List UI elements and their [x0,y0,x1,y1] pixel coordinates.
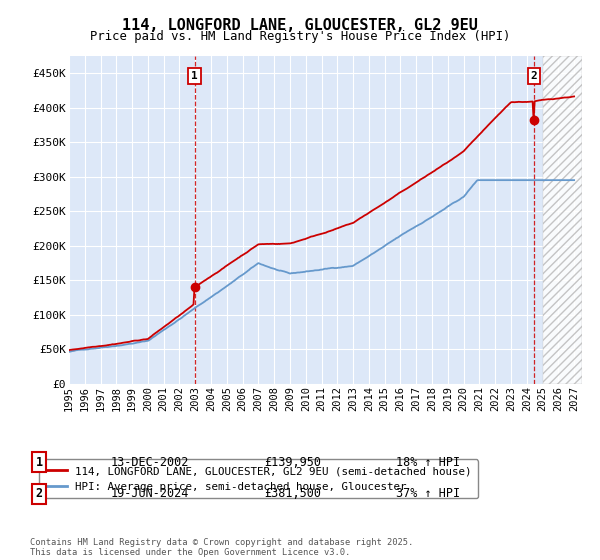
Text: 19-JUN-2024: 19-JUN-2024 [111,487,190,501]
Text: Contains HM Land Registry data © Crown copyright and database right 2025.
This d: Contains HM Land Registry data © Crown c… [30,538,413,557]
Text: 1: 1 [35,455,43,469]
Text: 114, LONGFORD LANE, GLOUCESTER, GL2 9EU: 114, LONGFORD LANE, GLOUCESTER, GL2 9EU [122,18,478,33]
Text: 1: 1 [191,71,198,81]
Text: 18% ↑ HPI: 18% ↑ HPI [396,455,460,469]
Text: 13-DEC-2002: 13-DEC-2002 [111,455,190,469]
Legend: 114, LONGFORD LANE, GLOUCESTER, GL2 9EU (semi-detached house), HPI: Average pric: 114, LONGFORD LANE, GLOUCESTER, GL2 9EU … [38,459,478,498]
Text: 37% ↑ HPI: 37% ↑ HPI [396,487,460,501]
Text: Price paid vs. HM Land Registry's House Price Index (HPI): Price paid vs. HM Land Registry's House … [90,30,510,43]
Text: 2: 2 [530,71,538,81]
Text: 2: 2 [35,487,43,501]
Text: £139,950: £139,950 [264,455,321,469]
Text: £381,500: £381,500 [264,487,321,501]
